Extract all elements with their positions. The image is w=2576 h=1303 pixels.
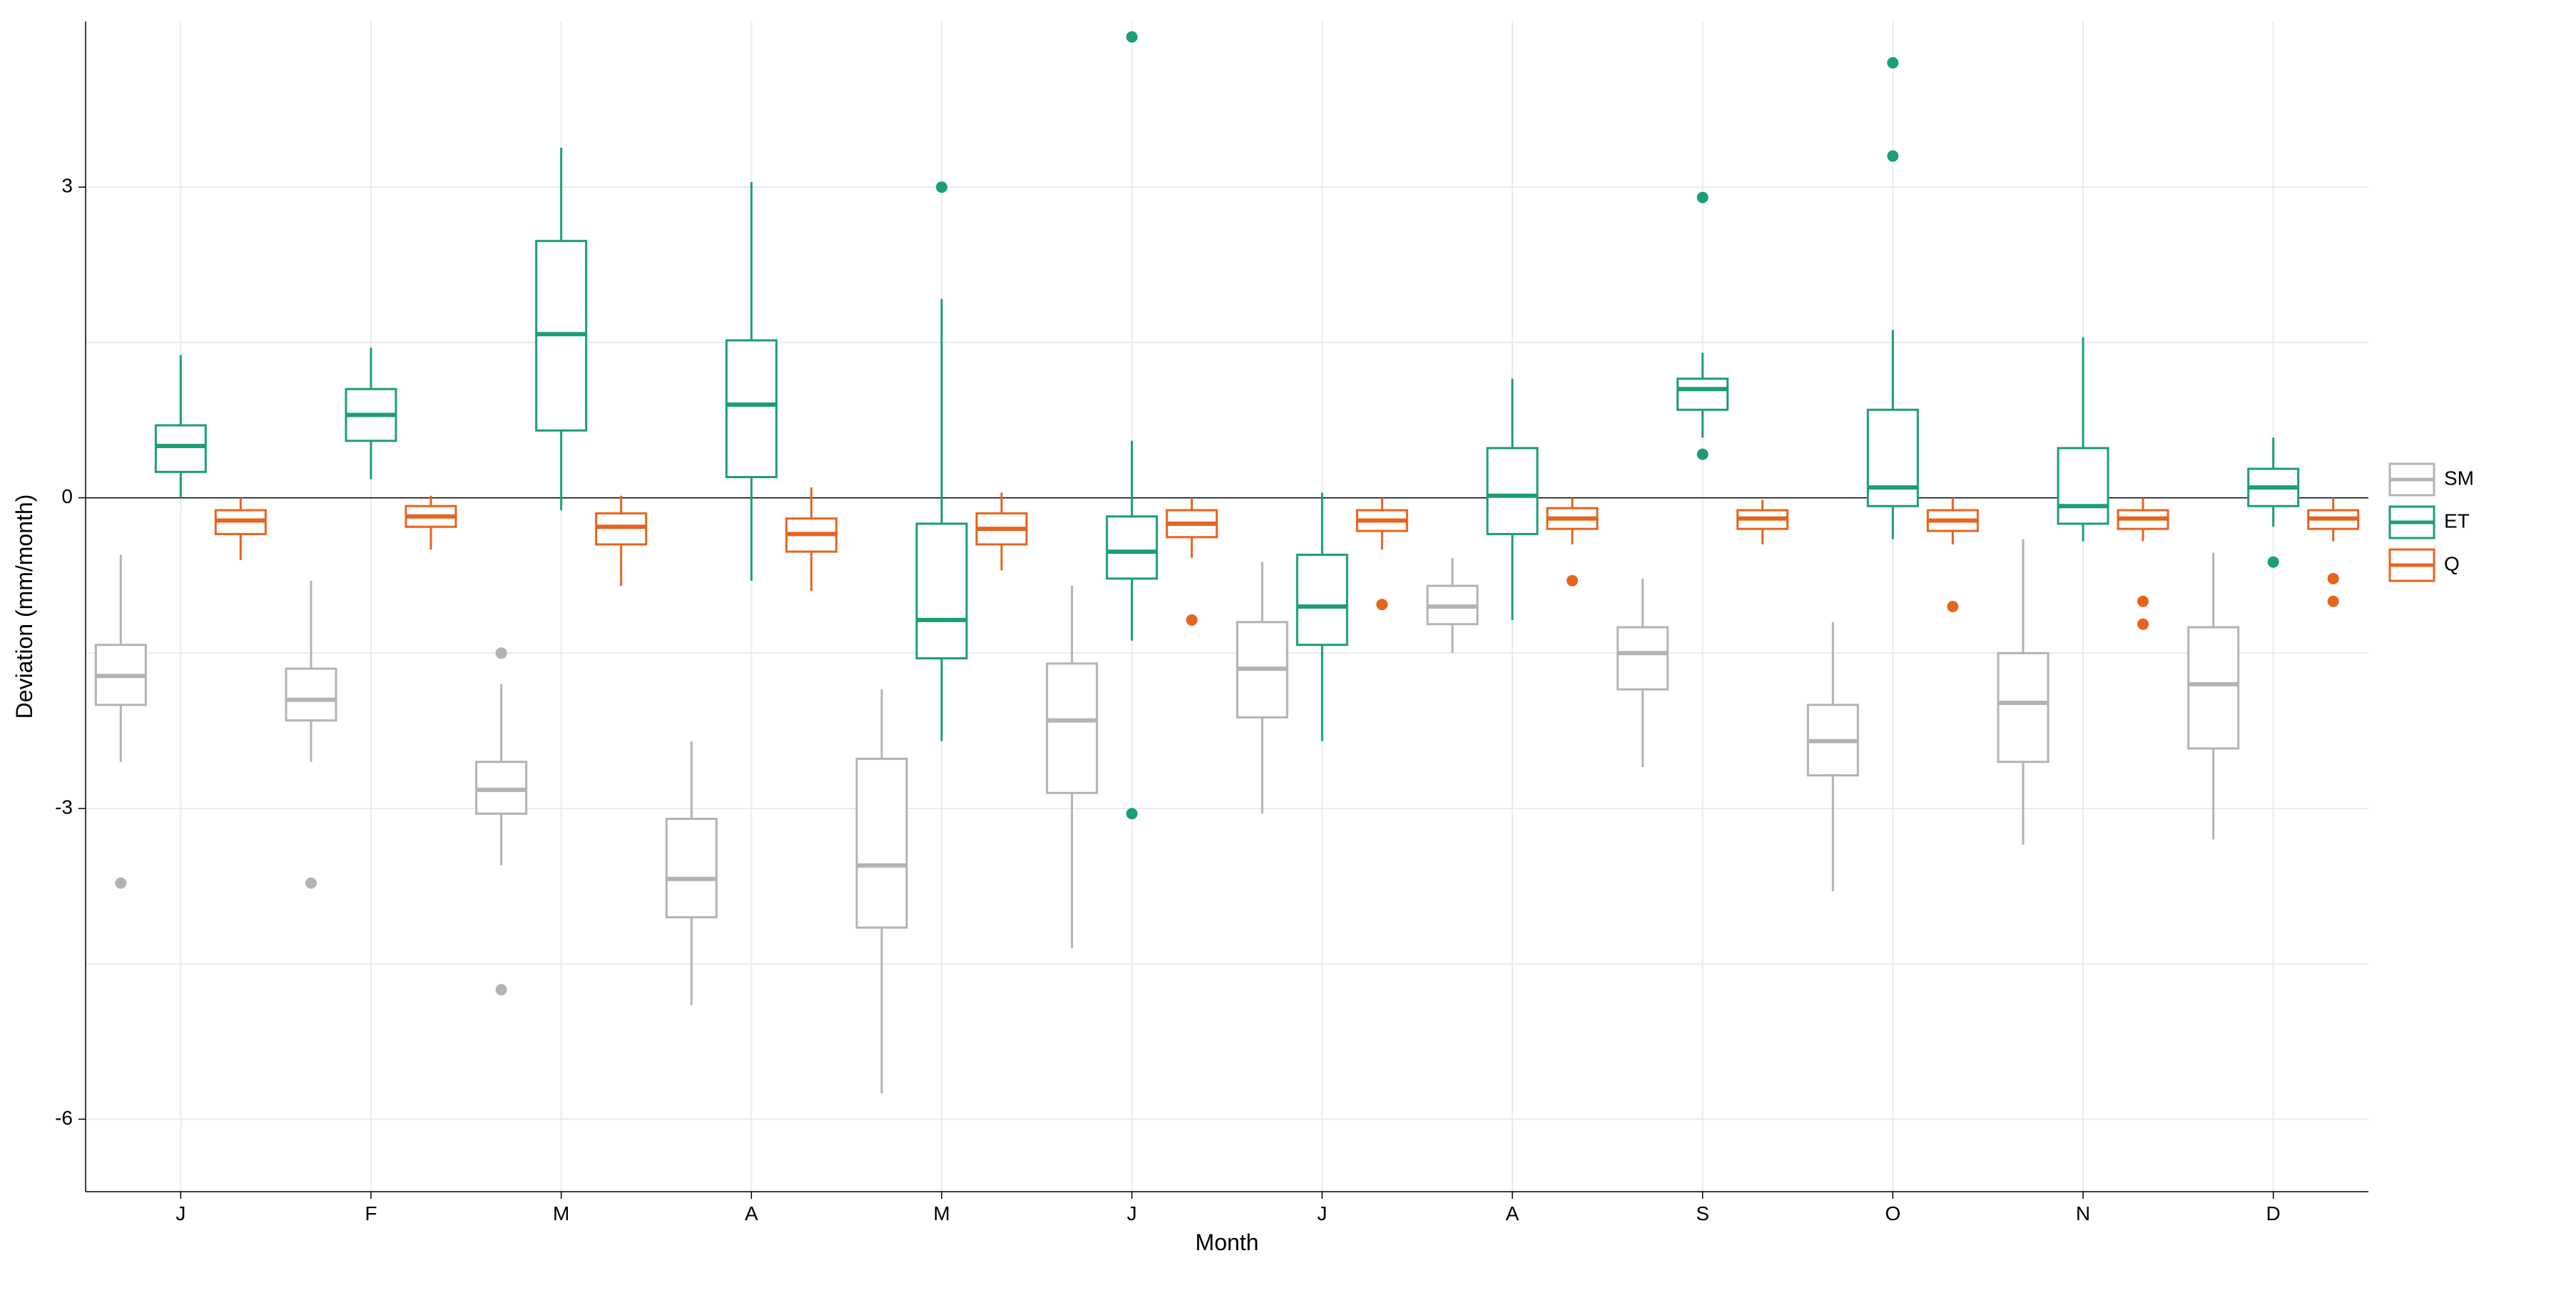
outlier	[496, 984, 507, 995]
box	[1107, 517, 1157, 579]
x-tick-label: A	[1506, 1202, 1519, 1225]
y-axis-label: Deviation (mm/month)	[11, 495, 37, 719]
outlier	[1126, 808, 1138, 819]
x-tick-label: J	[175, 1202, 185, 1225]
box	[1297, 554, 1347, 644]
box	[917, 524, 967, 659]
outlier	[496, 647, 507, 659]
outlier	[1887, 151, 1898, 162]
legend-label-ET: ET	[2444, 509, 2470, 532]
outlier	[1126, 31, 1138, 43]
box	[2189, 627, 2239, 749]
box	[1678, 379, 1728, 410]
outlier	[2328, 573, 2339, 584]
x-tick-label: J	[1127, 1202, 1137, 1225]
box	[1998, 653, 2048, 761]
chart-svg: -6 -3 0 3 Deviation (mm/month) J F M A M J J A S O N D Mo…	[0, 0, 2576, 1303]
outlier	[936, 181, 947, 193]
boxplot-chart: -6 -3 0 3 Deviation (mm/month) J F M A M J J A S O N D Mo…	[0, 0, 2576, 1303]
x-tick-label: A	[745, 1202, 758, 1225]
legend-label-SM: SM	[2444, 467, 2474, 489]
outlier	[2268, 557, 2279, 568]
outlier	[1186, 614, 1198, 626]
y-tick-label: -3	[55, 796, 73, 818]
outlier	[1947, 601, 1958, 612]
outlier	[1697, 192, 1709, 203]
y-tick-label: -6	[55, 1107, 73, 1129]
outlier	[1697, 449, 1709, 460]
box	[2058, 448, 2108, 524]
x-tick-label: M	[933, 1202, 950, 1225]
panel-bg	[86, 21, 2368, 1192]
x-tick-label: F	[365, 1202, 377, 1225]
box	[666, 819, 716, 918]
outlier	[2137, 619, 2149, 630]
box	[857, 759, 907, 928]
x-tick-label: S	[1696, 1202, 1709, 1225]
box	[726, 340, 776, 477]
x-tick-label: J	[1317, 1202, 1327, 1225]
box	[156, 425, 205, 472]
outlier	[1376, 599, 1388, 610]
box	[286, 669, 336, 721]
x-tick-label: N	[2076, 1202, 2090, 1225]
outlier	[2328, 596, 2339, 607]
box	[1487, 448, 1537, 534]
outlier	[305, 878, 317, 889]
box	[1868, 410, 1918, 506]
box	[1047, 664, 1097, 793]
outlier	[115, 878, 126, 889]
x-tick-label: O	[1885, 1202, 1900, 1225]
x-axis-label: Month	[1196, 1230, 1259, 1255]
outlier	[1567, 575, 1578, 587]
y-tick-label: 0	[61, 485, 73, 507]
y-tick-label: 3	[61, 175, 73, 197]
legend-label-Q: Q	[2444, 552, 2460, 574]
outlier	[1887, 57, 1898, 69]
x-tick-label: M	[553, 1202, 569, 1225]
outlier	[2137, 596, 2149, 607]
x-tick-label: D	[2266, 1202, 2281, 1225]
box	[1618, 627, 1668, 689]
